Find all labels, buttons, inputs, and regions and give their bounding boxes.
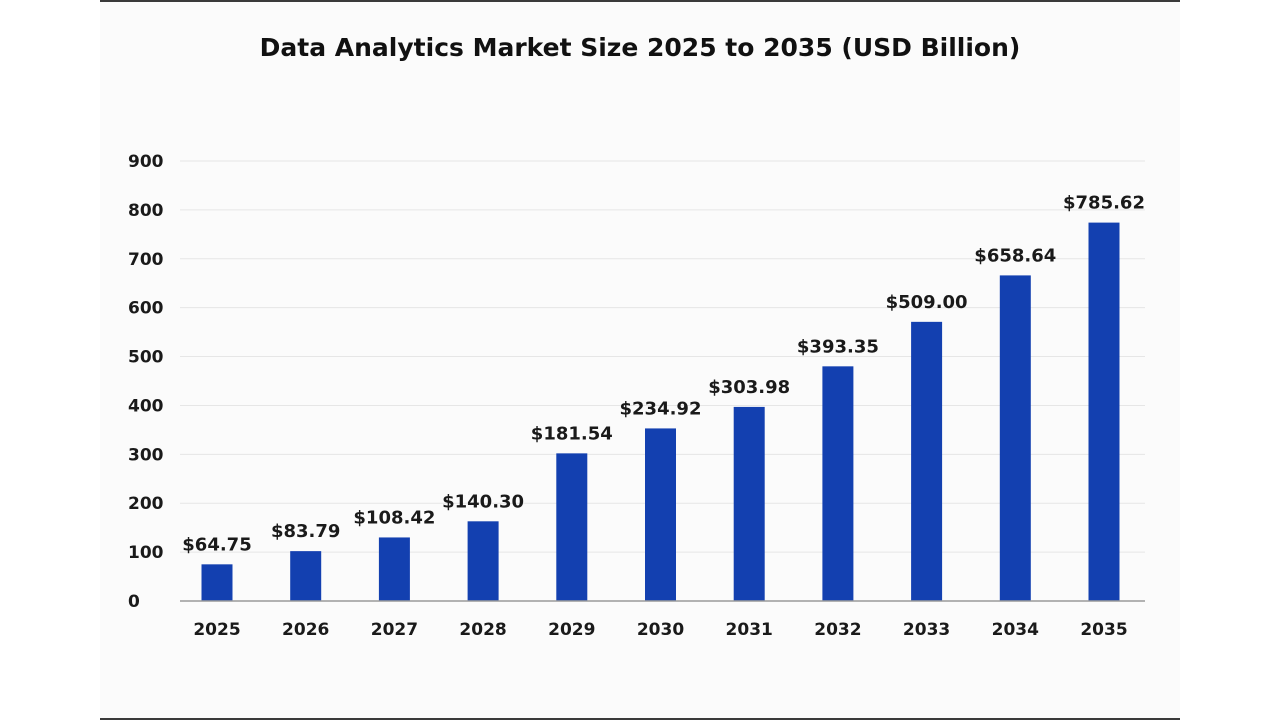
data-label-2033: $509.00 — [886, 292, 968, 313]
x-tick-label-2027: 2027 — [371, 620, 418, 640]
y-tick-label-200: 200 — [128, 494, 164, 514]
x-tick-label-2026: 2026 — [282, 620, 329, 640]
data-label-2026: $83.79 — [271, 521, 340, 542]
x-axis-ticks: 2025 2026 2027 2028 2029 2030 2031 2032 2033 2034… — [193, 620, 1127, 640]
x-tick-label-2032: 2032 — [814, 620, 861, 640]
data-label-2034: $658.64 — [974, 245, 1056, 266]
data-label-2032: $393.35 — [797, 336, 879, 357]
y-tick-label-800: 800 — [128, 201, 164, 221]
data-label-2030: $234.92 — [620, 398, 702, 419]
y-tick-label-500: 500 — [128, 348, 164, 368]
bars — [201, 222, 1120, 601]
bar-2030 — [645, 428, 676, 601]
data-label-2035: $785.62 — [1063, 193, 1145, 214]
y-tick-label-0: 0 — [128, 592, 140, 612]
data-label-2031: $303.98 — [708, 377, 790, 398]
x-tick-label-2035: 2035 — [1080, 620, 1127, 640]
data-label-2027: $108.42 — [353, 507, 435, 528]
x-tick-label-2025: 2025 — [193, 620, 240, 640]
y-axis-ticks: 0 100 200 300 400 500 600 700 800 900 — [128, 152, 164, 612]
bar-2025 — [201, 564, 233, 601]
x-tick-label-2029: 2029 — [548, 620, 595, 640]
bar-2026 — [290, 551, 322, 601]
bar-2027 — [378, 537, 410, 601]
x-tick-label-2034: 2034 — [992, 620, 1039, 640]
data-label-2029: $181.54 — [531, 423, 613, 444]
bar-2031 — [733, 406, 765, 601]
x-tick-label-2030: 2030 — [637, 620, 684, 640]
y-tick-label-600: 600 — [128, 299, 164, 319]
bar-2033 — [911, 321, 943, 601]
x-tick-label-2028: 2028 — [459, 620, 506, 640]
gridlines — [180, 160, 1145, 553]
data-label-2028: $140.30 — [442, 491, 524, 512]
data-labels: $64.75 $83.79 $108.42 $140.30 $181.54 $234.92… — [182, 193, 1145, 556]
bar-2032 — [822, 366, 854, 601]
data-label-2025: $64.75 — [182, 534, 251, 555]
chart-title: Data Analytics Market Size 2025 to 2035 … — [259, 33, 1021, 62]
bar-2028 — [467, 521, 499, 601]
y-tick-label-100: 100 — [128, 543, 164, 563]
bar-2035 — [1088, 222, 1120, 601]
x-tick-label-2033: 2033 — [903, 620, 950, 640]
y-tick-label-900: 900 — [128, 152, 164, 172]
x-tick-label-2031: 2031 — [726, 620, 773, 640]
bar-2029 — [556, 453, 588, 601]
y-tick-label-400: 400 — [128, 396, 164, 416]
bar-2034 — [999, 275, 1031, 601]
y-tick-label-300: 300 — [128, 445, 164, 465]
y-tick-label-700: 700 — [128, 250, 164, 270]
